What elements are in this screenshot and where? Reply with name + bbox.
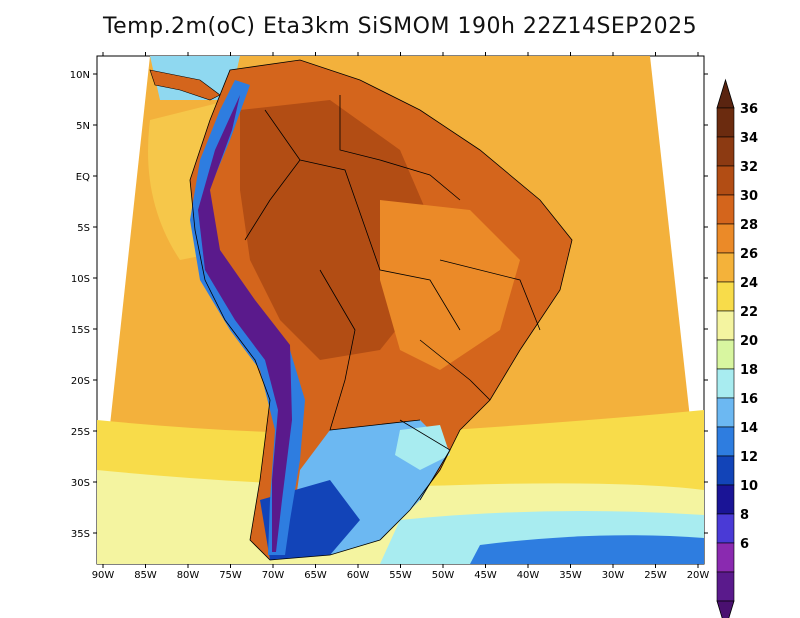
colorbar-swatch	[716, 542, 735, 573]
colorbar-label: 32	[740, 160, 758, 175]
lat-label: 30S	[71, 478, 90, 489]
colorbar-label: 24	[740, 276, 758, 291]
lon-label: 20W	[687, 570, 710, 581]
colorbar-label: 36	[740, 102, 758, 117]
colorbar-bottom-arrow	[716, 600, 735, 618]
lon-label: 80W	[177, 570, 200, 581]
colorbar-label: 30	[740, 189, 758, 204]
lon-label: 45W	[474, 570, 497, 581]
colorbar-swatch	[716, 223, 735, 254]
colorbar-label: 20	[740, 334, 758, 349]
southeast-cool-region	[395, 425, 450, 470]
lon-label: 60W	[347, 570, 370, 581]
colorbar-swatch	[716, 281, 735, 312]
colorbar-label: 8	[740, 508, 749, 523]
colorbar-label: 16	[740, 392, 758, 407]
colorbar-swatch	[716, 165, 735, 196]
colorbar-swatch	[716, 339, 735, 370]
colorbar-swatch	[716, 107, 735, 138]
amazon-hot-region	[240, 100, 430, 360]
colorbar-swatch	[716, 455, 735, 486]
colorbar-swatch	[716, 484, 735, 515]
colorbar-label: 28	[740, 218, 758, 233]
colorbar-label: 12	[740, 450, 758, 465]
lat-label: 15S	[71, 325, 90, 336]
colorbar-label: 22	[740, 305, 758, 320]
colorbar: 36 34 32 30 28 26 24 22 20 18 16 14 12 10 8 6	[716, 78, 758, 618]
latitude-axis: 10N 5N EQ 5S 10S 15S 20S 25S 30S 35S	[70, 70, 708, 540]
lon-label: 30W	[602, 570, 625, 581]
lon-label: 65W	[304, 570, 327, 581]
colorbar-swatch	[716, 310, 735, 341]
lon-label: 25W	[644, 570, 667, 581]
colorbar-label: 34	[740, 131, 758, 146]
colorbar-label: 10	[740, 479, 758, 494]
lon-label: 90W	[92, 570, 115, 581]
andes-coldest-core	[198, 95, 292, 552]
lon-label: 50W	[432, 570, 455, 581]
colorbar-swatch	[716, 194, 735, 225]
lat-label: 5S	[77, 223, 90, 234]
lat-label: 10N	[70, 70, 90, 81]
colorbar-swatch	[716, 426, 735, 457]
lat-label: 35S	[71, 529, 90, 540]
political-borders	[189, 59, 573, 561]
colorbar-label: 26	[740, 247, 758, 262]
colorbar-label: 6	[740, 537, 749, 552]
lat-label: 25S	[71, 427, 90, 438]
longitude-axis: 90W 85W 80W 75W 70W 65W 60W 55W 50W 45W 40W 35W 30W 2…	[92, 52, 710, 581]
colorbar-swatch	[716, 571, 735, 602]
lat-label: 20S	[71, 376, 90, 387]
lat-label: 5N	[76, 121, 90, 132]
lat-label: 10S	[71, 274, 90, 285]
lon-label: 40W	[517, 570, 540, 581]
lon-label: 85W	[134, 570, 157, 581]
colorbar-label: 18	[740, 363, 758, 378]
colorbar-swatch	[716, 513, 735, 544]
colorbar-swatch	[716, 136, 735, 167]
colorbar-swatch	[716, 368, 735, 399]
colorbar-swatch	[716, 252, 735, 283]
central-america-land	[149, 69, 221, 101]
colorbar-top-arrow	[716, 78, 735, 109]
central-warm-region	[380, 200, 520, 370]
ocean-south-band-blue	[470, 535, 704, 564]
lon-label: 75W	[219, 570, 242, 581]
colorbar-label: 14	[740, 421, 758, 436]
lon-label: 55W	[389, 570, 412, 581]
map-title: Temp.2m(oC) Eta3km SiSMOM 190h 22Z14SEP2…	[102, 14, 698, 39]
caribbean-cool	[150, 56, 240, 100]
lon-label: 70W	[262, 570, 285, 581]
lat-label: EQ	[76, 172, 90, 183]
lon-label: 35W	[559, 570, 582, 581]
colorbar-swatch	[716, 397, 735, 428]
